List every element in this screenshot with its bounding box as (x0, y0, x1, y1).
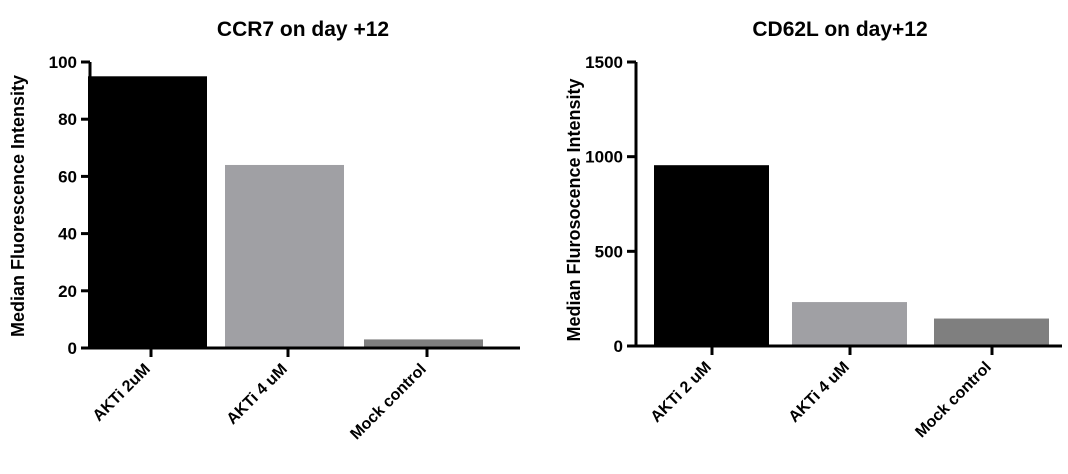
bar-1 (792, 302, 907, 346)
chart-title: CD62L on day+12 (752, 18, 927, 41)
y-axis-label: Median Flurosocence Intensity (564, 78, 584, 341)
x-tick-label-2: Mock control (912, 359, 994, 441)
y-ticks: 0 20 40 60 80 100 (49, 53, 90, 358)
bar-0 (654, 165, 769, 346)
y-ticks: 0 500 1000 1500 (585, 53, 636, 356)
bar-0 (88, 76, 207, 349)
y-tick-label-5: 100 (49, 53, 77, 72)
y-tick-label-1: 500 (595, 242, 623, 261)
bar-2 (364, 339, 483, 348)
bars (654, 165, 1049, 346)
y-tick-label-4: 80 (58, 110, 77, 129)
bar-2 (934, 318, 1049, 346)
cd62l-chart: CD62L on day+12 Median Flurosocence Inte… (564, 18, 1062, 441)
bar-1 (225, 164, 344, 348)
x-tick-label-0: AKTi 2 uM (648, 359, 715, 426)
y-tick-label-1: 20 (58, 282, 77, 301)
x-tick-label-1: AKTi 4 uM (224, 361, 291, 428)
x-tick-label-1: AKTi 4 uM (786, 359, 853, 426)
x-tick-label-2: Mock control (347, 361, 429, 443)
x-tick-labels: AKTi 2uM AKTi 4 uM Mock control (90, 348, 430, 443)
y-tick-label-0: 0 (68, 339, 77, 358)
ccr7-chart: CCR7 on day +12 Median Fluorescence Inte… (8, 18, 520, 443)
bars (88, 76, 483, 349)
axes (88, 62, 520, 350)
y-tick-label-0: 0 (614, 337, 623, 356)
y-tick-label-3: 1500 (585, 53, 623, 72)
y-axis-label: Median Fluorescence Intensity (8, 75, 28, 337)
x-tick-label-0: AKTi 2uM (90, 361, 154, 425)
y-tick-label-2: 1000 (585, 148, 623, 167)
chart-title: CCR7 on day +12 (217, 18, 389, 41)
y-tick-label-3: 60 (58, 167, 77, 186)
x-tick-labels: AKTi 2 uM AKTi 4 uM Mock control (648, 346, 995, 441)
y-tick-label-2: 40 (58, 225, 77, 244)
